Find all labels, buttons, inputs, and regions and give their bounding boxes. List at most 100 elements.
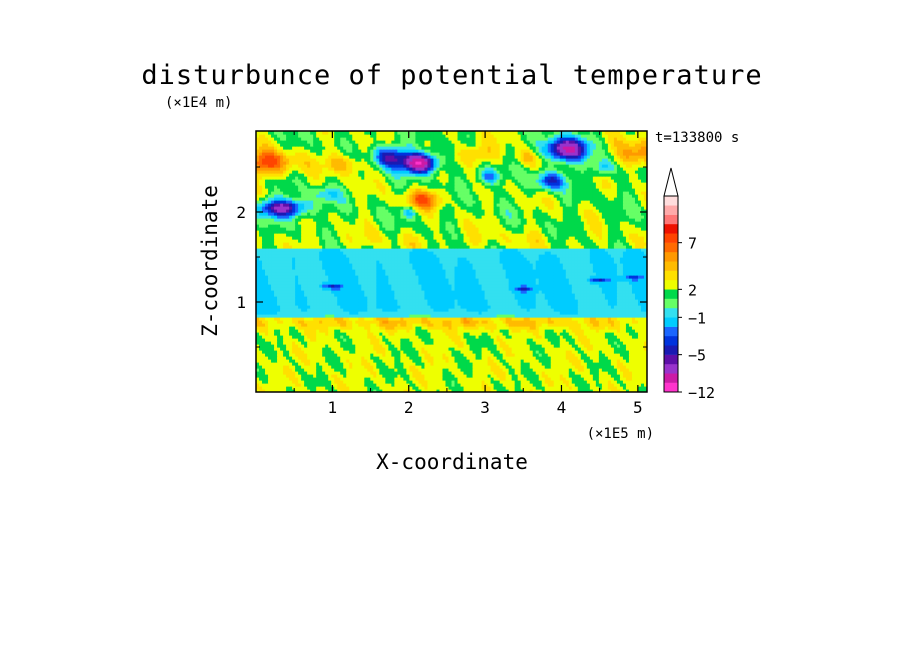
heatmap-cell <box>502 359 507 363</box>
heatmap-cell <box>526 365 531 369</box>
heatmap-cell <box>361 305 365 309</box>
heatmap-cell <box>460 314 465 318</box>
heatmap-cell <box>337 335 341 339</box>
heatmap-cell <box>538 302 543 306</box>
heatmap-cell <box>418 287 423 291</box>
heatmap-cell <box>472 359 477 363</box>
heatmap-cell <box>463 374 468 378</box>
heatmap-cell <box>466 317 471 321</box>
heatmap-cell <box>259 359 263 363</box>
heatmap-cell <box>472 287 477 291</box>
heatmap-cell <box>424 293 429 297</box>
heatmap-cell <box>556 290 561 294</box>
heatmap-cell <box>568 335 573 339</box>
heatmap-cell <box>319 335 323 339</box>
heatmap-cell <box>577 308 582 312</box>
heatmap-cell <box>271 374 275 378</box>
heatmap-cell <box>373 293 377 297</box>
heatmap-cell <box>322 320 326 324</box>
heatmap-cell <box>379 365 383 369</box>
heatmap-cell <box>304 314 308 318</box>
heatmap-cell <box>625 383 630 387</box>
heatmap-cell <box>313 335 317 339</box>
heatmap-cell <box>583 305 588 309</box>
heatmap-cell <box>283 302 287 306</box>
heatmap-cell <box>367 281 371 285</box>
heatmap-cell <box>316 386 320 390</box>
heatmap-cell <box>451 281 456 285</box>
heatmap-cell <box>559 341 564 345</box>
heatmap-cell <box>322 365 326 369</box>
heatmap-cell <box>553 332 558 336</box>
heatmap-cell <box>511 344 516 348</box>
heatmap-cell <box>619 302 624 306</box>
heatmap-cell <box>274 365 278 369</box>
heatmap-cell <box>373 335 377 339</box>
heatmap-cell <box>289 338 293 342</box>
heatmap-cell <box>334 383 338 387</box>
heatmap-cell <box>349 320 353 324</box>
heatmap-cell <box>355 311 359 315</box>
heatmap-cell <box>397 365 401 369</box>
heatmap-cell <box>310 344 314 348</box>
heatmap-cell <box>415 332 420 336</box>
heatmap-cell <box>598 308 603 312</box>
heatmap-cell <box>466 299 471 303</box>
heatmap-cell <box>418 302 423 306</box>
heatmap-cell <box>478 332 483 336</box>
heatmap-cell <box>556 299 561 303</box>
heatmap-cell <box>304 383 308 387</box>
heatmap-cell <box>400 332 404 336</box>
heatmap-cell <box>328 380 332 384</box>
heatmap-cell <box>328 326 332 330</box>
heatmap-cell <box>274 293 278 297</box>
heatmap-cell <box>493 299 498 303</box>
heatmap-cell <box>508 332 513 336</box>
heatmap-cell <box>304 368 308 372</box>
heatmap-cell <box>487 374 492 378</box>
heatmap-cell <box>376 371 380 375</box>
heatmap-cell <box>502 371 507 375</box>
heatmap-cell <box>310 290 314 294</box>
heatmap-cell <box>526 305 531 309</box>
heatmap-cell <box>544 320 549 324</box>
heatmap-cell <box>367 353 371 357</box>
heatmap-cell <box>484 311 489 315</box>
heatmap-cell <box>556 371 561 375</box>
heatmap-cell <box>433 317 438 321</box>
heatmap-cell <box>550 293 555 297</box>
heatmap-cell <box>610 335 615 339</box>
heatmap-cell <box>508 338 513 342</box>
heatmap-cell <box>316 350 320 354</box>
heatmap-cell <box>358 353 362 357</box>
heatmap-cell <box>334 287 338 291</box>
heatmap-cell <box>277 347 281 351</box>
heatmap-cell <box>406 287 410 291</box>
heatmap-cell <box>325 278 329 282</box>
heatmap-cell <box>301 344 305 348</box>
heatmap-cell <box>634 389 639 392</box>
heatmap-cell <box>481 287 486 291</box>
heatmap-cell <box>574 365 579 369</box>
heatmap-cell <box>382 356 386 360</box>
heatmap-cell <box>403 287 407 291</box>
heatmap-cell <box>262 317 266 321</box>
heatmap-cell <box>283 308 287 312</box>
heatmap-cell <box>526 314 531 318</box>
heatmap-cell <box>505 350 510 354</box>
heatmap-cell <box>454 320 459 324</box>
heatmap-cell <box>316 344 320 348</box>
heatmap-cell <box>523 323 528 327</box>
heatmap-cell <box>283 389 287 392</box>
heatmap-cell <box>349 317 353 321</box>
heatmap-cell <box>316 320 320 324</box>
heatmap-cell <box>499 359 504 363</box>
heatmap-cell <box>454 314 459 318</box>
heatmap-cell <box>586 323 591 327</box>
heatmap-cell <box>364 302 368 306</box>
heatmap-cell <box>562 356 567 360</box>
heatmap-cell <box>268 329 272 333</box>
heatmap-cell <box>265 296 269 300</box>
heatmap-cell <box>283 305 287 309</box>
heatmap-cell <box>337 377 341 381</box>
